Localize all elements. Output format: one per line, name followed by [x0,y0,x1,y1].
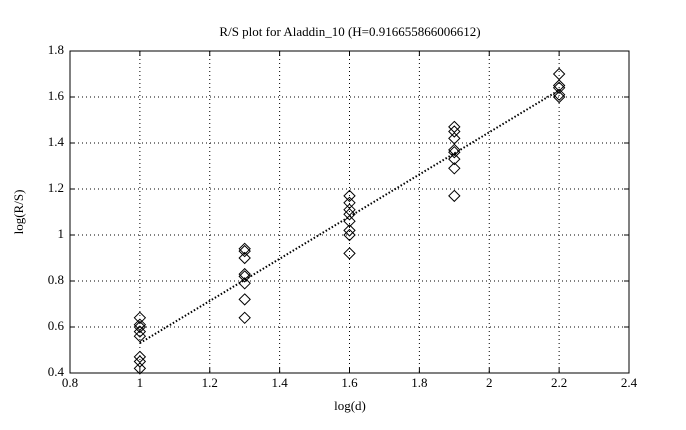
data-point [343,208,356,221]
y-tick-label: 0.4 [48,364,65,379]
y-tick-label: 1.8 [48,42,64,57]
x-tick-label: 1 [137,375,144,390]
data-point [448,125,461,138]
data-point [448,132,461,145]
data-point [448,152,461,166]
x-tick-label: 2.4 [621,375,638,390]
x-tick-label: 2.2 [551,375,567,390]
data-point [552,88,566,101]
data-point [133,362,147,375]
data-point [343,196,356,210]
x-axis-label: log(d) [334,398,366,413]
x-tick-label: 1.4 [272,375,289,390]
data-point [552,90,566,104]
x-tick-label: 0.8 [62,375,78,390]
y-tick-label: 1.6 [48,88,65,103]
data-point [133,311,147,325]
data-point [133,350,147,364]
y-tick-label: 1.2 [48,180,64,195]
data-point [133,320,147,334]
data-point [238,311,251,325]
x-tick-label: 1.8 [411,375,427,390]
data-point [133,325,147,338]
y-tick-label: 0.8 [48,272,64,287]
data-point [343,228,356,242]
data-point [448,162,461,175]
data-point [552,81,566,95]
data-point [133,355,147,368]
data-point [133,329,147,343]
data-point [448,120,461,134]
x-tick-label: 1.2 [202,375,218,390]
x-tick-label: 2 [486,375,493,390]
y-axis-label: log(R/S) [11,190,26,235]
data-point [238,242,251,256]
data-point [448,143,461,157]
data-point [552,67,566,81]
fit-line [139,89,560,344]
data-point [238,244,251,258]
data-point [238,277,251,290]
data-point [343,189,356,203]
data-point [343,214,356,228]
chart-title: R/S plot for Aladdin_10 (H=0.91665586600… [219,24,480,39]
y-tick-label: 1.4 [48,134,65,149]
data-point [448,189,461,203]
data-point [238,293,251,306]
x-tick-label: 1.6 [341,375,358,390]
y-tick-label: 1 [58,226,65,241]
data-point [238,270,251,283]
data-point [343,247,356,260]
data-point [238,251,251,265]
plot-frame [69,50,630,374]
data-point [343,224,356,237]
y-tick-label: 0.6 [48,318,65,333]
